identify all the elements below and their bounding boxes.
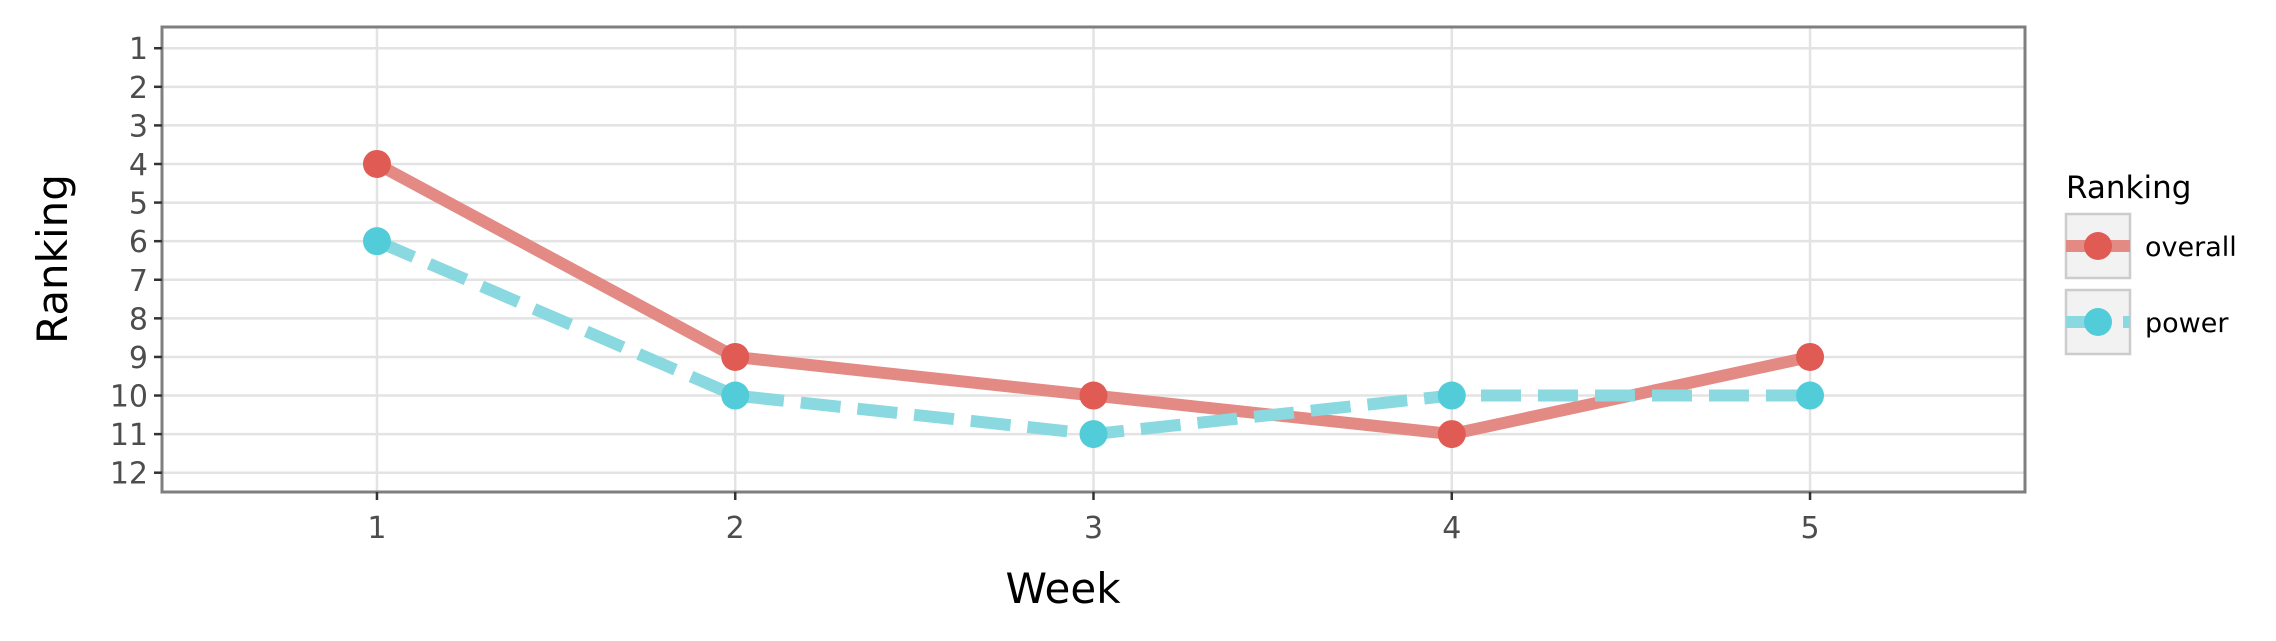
data-point-power (1796, 381, 1825, 410)
x-tick-label: 1 (367, 511, 386, 546)
data-point-power (721, 381, 750, 410)
data-point-overall (721, 342, 750, 371)
legend-label-power: power (2145, 308, 2229, 339)
grid-lines (162, 27, 2025, 492)
y-tick-label: 4 (129, 148, 148, 183)
x-axis-title: Week (1005, 564, 1121, 613)
y-tick-label: 5 (129, 187, 148, 222)
series-points (362, 149, 1825, 449)
y-tick-label: 2 (129, 71, 148, 106)
legend-item-power: power (2064, 288, 2229, 356)
legend-key-point (2084, 308, 2112, 336)
y-tick-label: 11 (110, 418, 148, 453)
data-point-power (1079, 420, 1108, 449)
y-tick-label: 1 (129, 32, 148, 67)
x-tick-label: 5 (1800, 511, 1819, 546)
data-point-overall (1437, 420, 1466, 449)
y-tick-label: 8 (129, 302, 148, 337)
data-point-power (1437, 381, 1466, 410)
y-tick-label: 12 (110, 457, 148, 492)
y-tick-label: 6 (129, 225, 148, 260)
legend: Ranking overall power (2064, 170, 2237, 356)
legend-key-point (2084, 232, 2112, 260)
legend-items: overall power (2064, 212, 2237, 356)
data-point-overall (1079, 381, 1108, 410)
legend-label-overall: overall (2145, 232, 2237, 263)
legend-title: Ranking (2066, 170, 2191, 206)
y-tick-label: 7 (129, 264, 148, 299)
x-tick-label: 3 (1084, 511, 1103, 546)
x-tick-label: 4 (1442, 511, 1461, 546)
y-tick-label: 3 (129, 109, 148, 144)
y-tick-label: 10 (110, 380, 148, 415)
data-point-power (362, 227, 391, 256)
data-point-overall (362, 149, 391, 178)
legend-item-overall: overall (2064, 212, 2237, 280)
y-axis-title: Ranking (28, 174, 77, 344)
data-point-overall (1796, 342, 1825, 371)
x-tick-label: 2 (726, 511, 745, 546)
y-tick-label: 9 (129, 341, 148, 376)
